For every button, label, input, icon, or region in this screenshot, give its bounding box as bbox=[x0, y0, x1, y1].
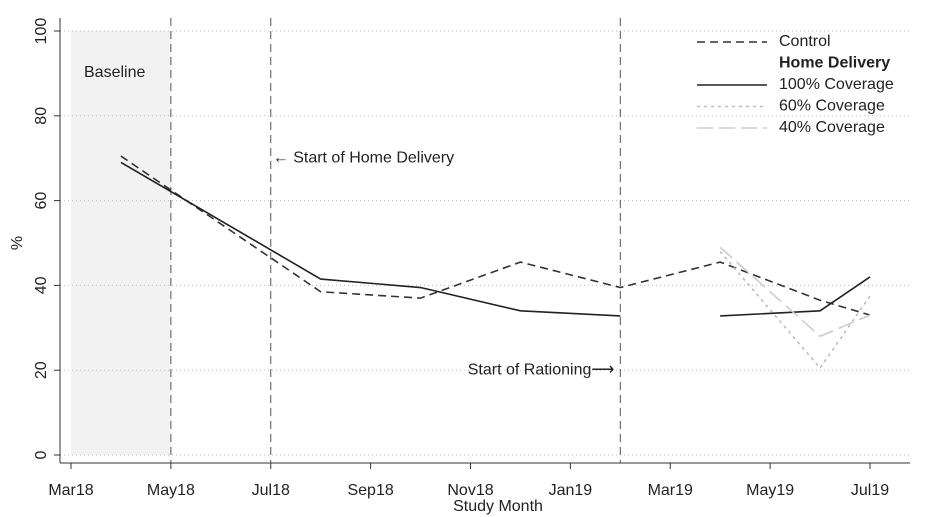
x-tick-label: Nov18 bbox=[447, 482, 493, 499]
x-tick-label: May19 bbox=[746, 482, 794, 499]
y-tick-label: 0 bbox=[33, 450, 50, 459]
y-tick-label: 20 bbox=[33, 361, 50, 379]
x-axis-label: Study Month bbox=[453, 498, 543, 515]
legend-label: 40% Coverage bbox=[779, 119, 885, 136]
x-tick-label: Sep18 bbox=[347, 482, 393, 499]
annotation: ← Start of Home Delivery bbox=[273, 149, 454, 166]
shaded-region bbox=[71, 31, 171, 455]
y-tick-label: 80 bbox=[33, 107, 50, 125]
x-tick-label: Mar19 bbox=[648, 482, 693, 499]
series-line bbox=[719, 246, 871, 338]
series-line bbox=[120, 161, 871, 317]
y-axis-label: % bbox=[9, 236, 26, 250]
legend-label: Control bbox=[779, 33, 831, 50]
x-tick-label: Jul18 bbox=[252, 482, 290, 499]
x-tick-label: Jul19 bbox=[851, 482, 889, 499]
y-tick-label: 60 bbox=[33, 192, 50, 210]
x-tick-label: Jan19 bbox=[549, 482, 593, 499]
x-tick-label: Mar18 bbox=[48, 482, 93, 499]
legend-label: 100% Coverage bbox=[779, 76, 894, 93]
shaded-region-label: Baseline bbox=[84, 64, 145, 81]
legend-label: 60% Coverage bbox=[779, 98, 885, 115]
legend-group-title: Home Delivery bbox=[779, 55, 890, 72]
series-line bbox=[120, 155, 871, 316]
x-tick-label: May18 bbox=[147, 482, 195, 499]
series-line bbox=[719, 250, 871, 370]
y-tick-label: 40 bbox=[33, 276, 50, 294]
annotation: Start of Rationing⟶ bbox=[468, 361, 615, 378]
y-tick-label: 100 bbox=[33, 18, 50, 45]
